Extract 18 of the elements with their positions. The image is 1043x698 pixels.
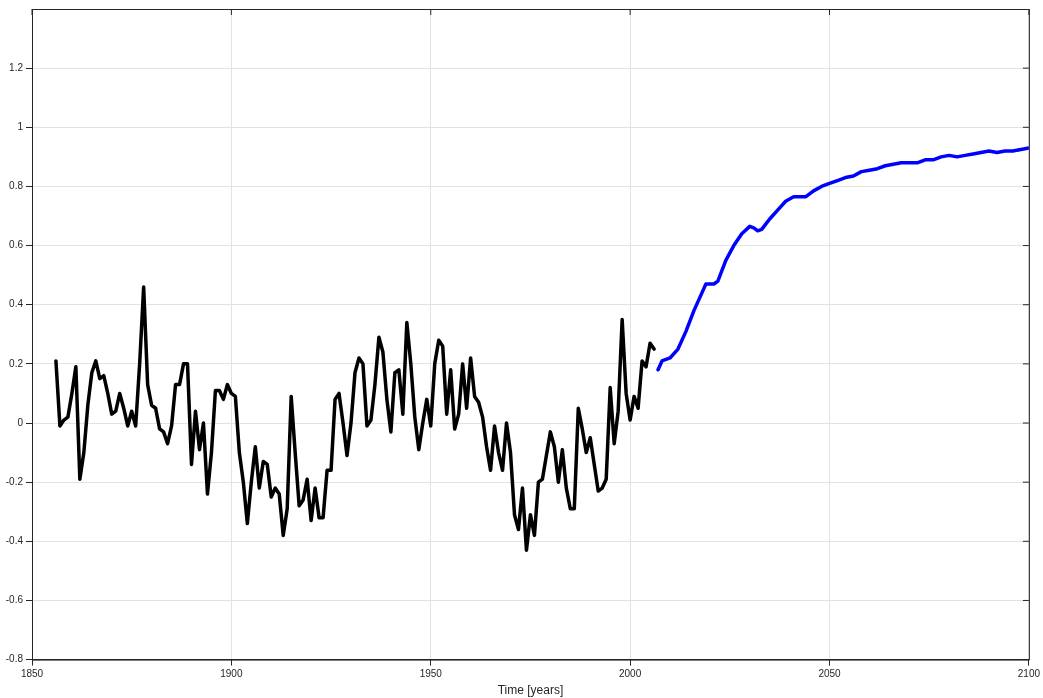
y-tick-label: 1: [17, 121, 24, 133]
x-tick-label: 2050: [818, 668, 842, 680]
x-tick-label: 1850: [20, 668, 44, 680]
x-axis-title: Time [years]: [497, 683, 564, 698]
x-tick-label: 1950: [419, 668, 443, 680]
y-tick-label: 0: [17, 416, 24, 428]
x-tick-label: 1900: [220, 668, 243, 680]
y-tick-label: 0.2: [9, 357, 24, 369]
y-tick-label: -0.8: [5, 653, 24, 665]
y-tick-label: 0.8: [9, 180, 24, 192]
y-tick-label: -0.4: [5, 535, 24, 547]
y-tick-label: 0.6: [9, 239, 24, 251]
y-tick-label: -0.2: [5, 475, 24, 487]
x-tick-label: 2100: [1017, 668, 1041, 680]
y-tick-label: -0.6: [5, 594, 24, 606]
y-tick-label: 0.4: [9, 298, 24, 310]
y-tick-label: 1.2: [9, 61, 24, 73]
x-tick-label: 2000: [619, 668, 642, 680]
